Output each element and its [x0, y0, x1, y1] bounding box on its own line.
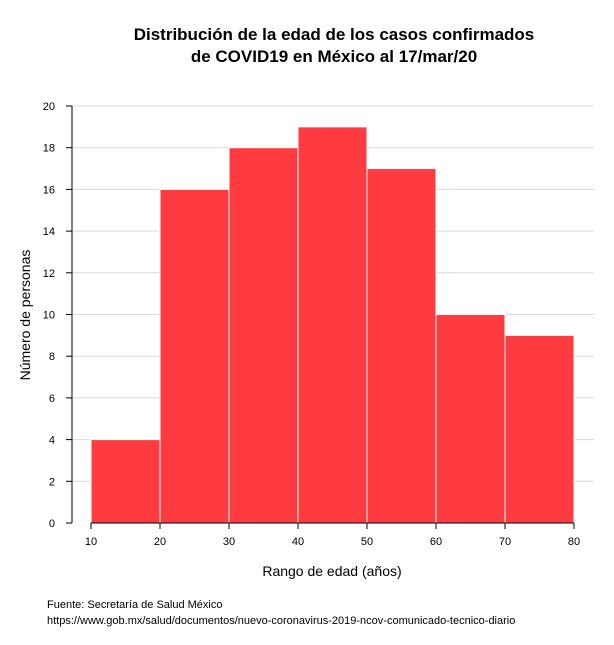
y-tick-label: 18	[43, 143, 55, 155]
histogram-bar	[90, 439, 161, 524]
histogram-bar	[228, 147, 299, 524]
x-tick-label: 40	[292, 536, 304, 548]
y-tick-label: 8	[49, 351, 55, 363]
axes: 0 2 4 6 8 10 12 14 16 18 20 10 20 30 40 50 60 70 80	[43, 101, 580, 548]
chart-title-line-2: de COVID19 en México al 17/mar/20	[191, 47, 477, 66]
y-tick-label: 4	[49, 435, 55, 447]
y-tick-label: 12	[43, 268, 55, 280]
source-url: https://www.gob.mx/salud/documentos/nuev…	[47, 615, 515, 627]
x-axis-label: Rango de edad (años)	[262, 563, 401, 579]
chart-title-line-1: Distribución de la edad de los casos con…	[134, 25, 535, 44]
x-tick-label: 20	[154, 536, 166, 548]
x-tick-label: 80	[568, 536, 580, 548]
y-tick-label: 6	[49, 393, 55, 405]
y-tick-label: 0	[49, 518, 55, 530]
x-tick-label: 30	[223, 536, 235, 548]
source-credit: Fuente: Secretaría de Salud México	[47, 599, 222, 611]
y-tick-label: 2	[49, 476, 55, 488]
bars	[90, 126, 575, 524]
y-axis-label: Número de personas	[17, 250, 33, 381]
histogram-bar	[435, 314, 506, 524]
y-tick-label: 14	[43, 226, 55, 238]
y-tick-label: 16	[43, 184, 55, 196]
x-tick-label: 60	[430, 536, 442, 548]
histogram-bar	[159, 188, 230, 524]
x-tick-label: 10	[85, 536, 97, 548]
histogram-bar	[297, 126, 368, 524]
histogram-bar	[366, 168, 437, 524]
x-tick-label: 50	[361, 536, 373, 548]
y-tick-label: 10	[43, 310, 55, 322]
histogram-bar	[504, 334, 575, 524]
x-tick-label: 70	[499, 536, 511, 548]
y-tick-label: 20	[43, 101, 55, 113]
